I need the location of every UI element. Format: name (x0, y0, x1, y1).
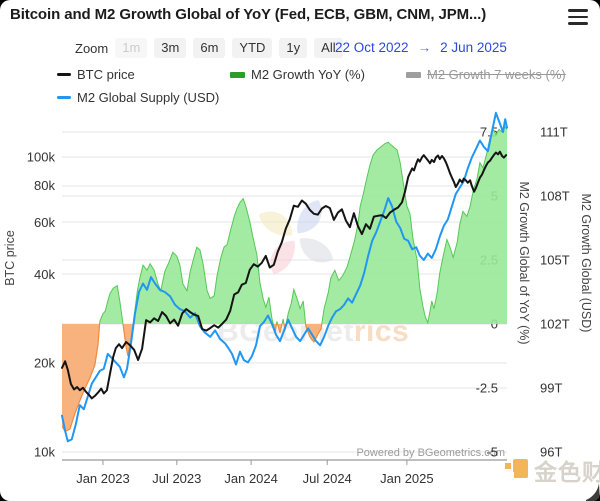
date-range[interactable]: 22 Oct 2022 → 2 Jun 2025 (335, 40, 507, 55)
btc-axis-tick-label: 40k (34, 267, 55, 282)
legend-item-m2-growth-7w[interactable]: M2 Growth 7 weeks (%) (406, 67, 566, 82)
x-axis-tick-label: Jan 2024 (224, 471, 278, 486)
hamburger-menu-icon[interactable] (568, 9, 588, 25)
legend-item-m2-global-supply[interactable]: M2 Global Supply (USD) (57, 90, 219, 105)
yoy-axis-title: M2 Growth Global of YoY (%) (517, 181, 531, 344)
yoy-axis-tick-label: -5 (486, 445, 498, 460)
logo-petal (270, 240, 295, 274)
usd-axis-title: M2 Growth Global (USD) (579, 194, 593, 333)
range-to[interactable]: 2 Jun 2025 (440, 40, 507, 55)
btc-axis-tick-label: 80k (34, 178, 55, 193)
btc-axis-tick-label: 100k (27, 150, 56, 165)
corner-swoosh (586, 483, 600, 501)
brand-logo-icon (513, 459, 528, 478)
btc-axis-tick-label: 60k (34, 215, 55, 230)
usd-axis-tick-label: 102T (540, 317, 570, 332)
legend-label: M2 Growth YoY (%) (251, 67, 365, 82)
brand-logo-icon (506, 472, 514, 480)
yoy-axis-tick-label: -2.5 (476, 381, 498, 396)
axis-labels: 100k80k60k40k20k10k7.552.50-2.5111T108T1… (27, 125, 570, 460)
btc-axis-tick-label: 10k (34, 445, 55, 460)
m2-supply-line (61, 111, 508, 443)
x-axis-tick-label: Jan 2025 (380, 471, 434, 486)
range-arrow-icon: → (417, 40, 432, 55)
zoom-button-all[interactable]: All (314, 38, 343, 58)
logo-petal (297, 200, 322, 234)
legend-label: BTC price (77, 67, 135, 82)
usd-axis-tick-label: 99T (540, 381, 562, 396)
btc-axis-tick-label: 20k (34, 356, 55, 371)
range-from[interactable]: 22 Oct 2022 (335, 40, 409, 55)
usd-axis-tick-label: 96T (540, 445, 562, 460)
zoom-button-ytd[interactable]: YTD (232, 38, 273, 58)
x-axis-tick-label: Jul 2024 (303, 471, 352, 486)
m2-yoy-area-positive (62, 126, 507, 324)
bgeometrics-logo-watermark (259, 200, 333, 274)
btc-price-line (61, 150, 508, 400)
powered-by-text: Powered by BGeometrics.com (356, 447, 505, 459)
logo-petal (299, 238, 333, 263)
m2-yoy-area-swatch (230, 71, 245, 78)
m2-yoy-edge-positive (99, 125, 507, 324)
zoom-button-1m[interactable]: 1m (115, 38, 148, 58)
zoom-button-3m[interactable]: 3m (154, 38, 187, 58)
zoom-label: Zoom (75, 40, 109, 56)
brand-logo-icon (505, 463, 511, 469)
logo-petal (259, 211, 293, 236)
zoom-button-6m[interactable]: 6m (193, 38, 226, 58)
legend-label: M2 Growth 7 weeks (%) (427, 67, 566, 82)
m2-supply-line-swatch (57, 96, 71, 99)
legend-item-m2-growth-yoy[interactable]: M2 Growth YoY (%) (230, 67, 365, 82)
brand-watermark: 金色财经 (505, 459, 600, 485)
x-axis-tick-label: Jan 2023 (76, 471, 130, 486)
usd-axis-tick-label: 111T (540, 125, 568, 140)
legend: BTC price M2 Growth YoY (%) M2 Growth 7 … (0, 65, 600, 111)
page-title: Bitcoin and M2 Growth Global of YoY (Fed… (10, 6, 487, 23)
zoom-button-1y[interactable]: 1y (279, 38, 308, 58)
legend-item-btc-price[interactable]: BTC price (57, 67, 135, 82)
x-axis-tick-label: Jul 2023 (152, 471, 201, 486)
btc-line-swatch (57, 73, 71, 76)
m2-7w-area-swatch (406, 71, 421, 78)
btc-axis-title: BTC price (3, 230, 17, 286)
x-axis: Jan 2023 Jul 2023 Jan 2024 Jul 2024 Jan 2025 (76, 460, 434, 486)
brand-watermark-text: 金色财经 (533, 459, 600, 485)
usd-axis-tick-label: 108T (540, 189, 570, 204)
usd-axis-tick-label: 105T (540, 253, 570, 268)
zoom-toolbar: Zoom 1m 3m 6m YTD 1y All (75, 38, 350, 58)
legend-label: M2 Global Supply (USD) (77, 90, 220, 105)
